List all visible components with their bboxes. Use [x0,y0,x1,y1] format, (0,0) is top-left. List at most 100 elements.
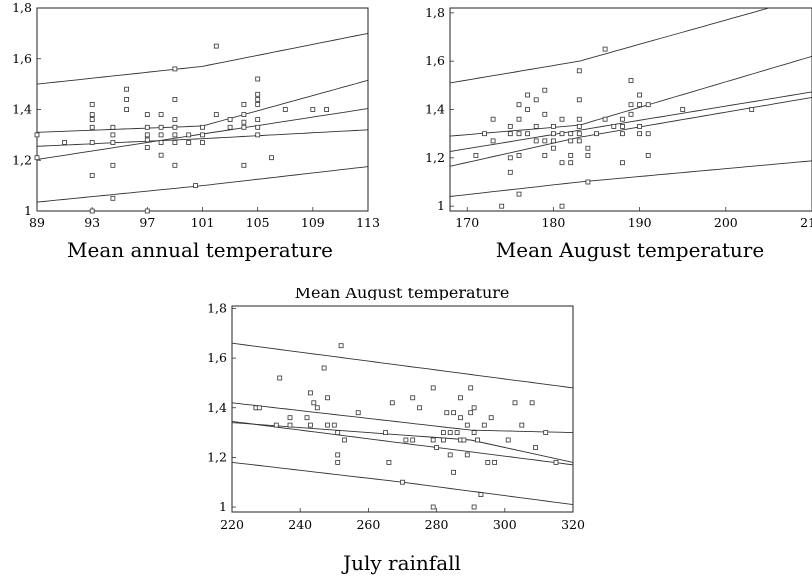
y-tick-label: 1 [24,203,32,218]
x-tick-label: 109 [301,215,325,230]
data-point [227,117,233,122]
data-point [124,107,129,112]
data-point [172,124,178,130]
data-point [620,131,625,137]
data-point [158,140,164,145]
data-point [241,102,247,107]
data-point [172,97,178,102]
x-axis-title: Mean annual temperature [67,238,333,262]
data-point [559,203,565,209]
data-point [89,173,95,178]
data-point [516,102,522,108]
data-point [568,131,574,137]
x-tick-label: 210 [800,215,812,230]
data-point [213,43,219,49]
data-point [325,395,330,401]
data-point [482,131,487,137]
data-point [144,124,150,130]
data-point [507,155,513,161]
data-point [551,131,556,137]
data-point [559,160,565,166]
data-point [158,132,164,138]
data-point [227,124,233,130]
data-point [335,459,341,465]
data-point [464,422,470,428]
data-point [611,124,617,129]
data-point [89,208,95,214]
data-point [255,97,261,102]
data-point [403,437,409,443]
data-point [34,155,40,161]
data-point [471,504,477,510]
x-tick-label: 113 [356,215,380,230]
data-point [478,492,484,498]
data-point [172,66,178,72]
data-point [551,124,556,129]
x-tick-label: 93 [84,215,100,230]
data-point [255,76,261,82]
data-point [172,132,178,138]
data-point [620,116,625,122]
data-point [287,422,293,428]
y-tick-label: 1 [219,499,227,514]
y-tick-label: 1,4 [12,102,32,117]
data-point [516,131,522,137]
data-point [430,385,436,391]
data-point [458,395,463,401]
prediction-lower [450,160,812,197]
data-point [110,140,116,145]
data-point [451,469,457,475]
data-point [628,78,634,83]
data-point [637,102,642,108]
data-point [576,116,582,122]
data-point [335,452,341,458]
data-point [451,410,457,416]
x-tick-label: 200 [714,215,738,230]
data-point [533,97,539,103]
data-point [519,422,525,428]
x-tick-label: 220 [220,517,244,532]
data-point [507,124,513,129]
data-point [444,410,450,416]
data-point [110,132,116,138]
data-point [533,138,539,144]
data-point [568,152,574,158]
data-point [383,430,388,436]
data-point [576,68,582,74]
data-point [386,459,392,465]
data-point [304,415,310,421]
y-tick-label: 1,2 [207,449,227,464]
data-point [255,91,261,97]
data-point [89,102,95,107]
data-point [485,459,491,465]
data-point [576,97,582,103]
regression-line [450,91,812,152]
data-point [241,162,247,168]
data-point [559,131,565,137]
x-tick-label: 320 [561,517,585,532]
data-point [89,124,95,130]
data-point [110,162,116,168]
data-point [342,437,347,443]
prediction-upper [232,342,573,389]
data-point [34,132,40,138]
data-point [255,132,261,138]
data-point [490,138,496,144]
fit-lines [450,8,812,197]
x-tick-label: 190 [628,215,652,230]
data-point [637,92,642,98]
y-tick-label: 1,6 [12,51,32,66]
data-point [321,365,327,371]
data-point [471,430,477,436]
y-tick-label: 1 [437,198,445,213]
y-tick-label: 1,8 [12,0,32,15]
data-point [585,152,591,158]
data-point [124,86,129,92]
regression-line [232,420,573,466]
data-point [325,422,330,428]
x-tick-label: 180 [541,215,565,230]
data-point [307,390,313,396]
data-point [400,479,405,485]
data-point [525,92,530,98]
